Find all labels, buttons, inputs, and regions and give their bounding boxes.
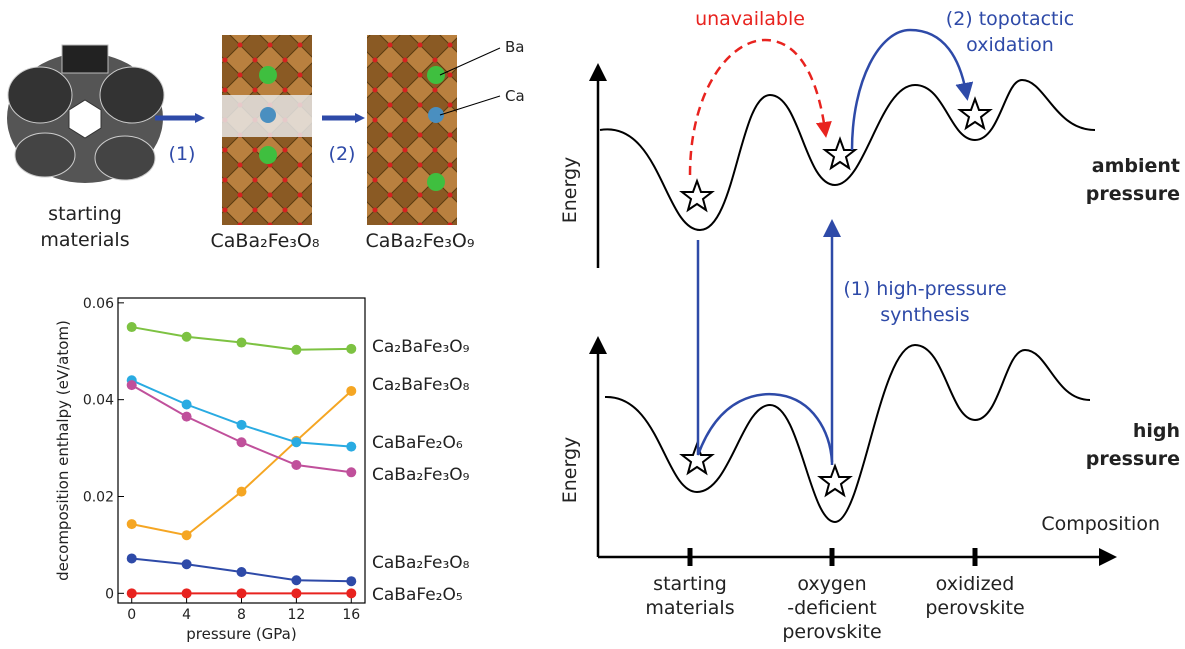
- x-axis-label: pressure (GPa): [186, 625, 296, 643]
- x-tick-label: 12: [287, 607, 305, 623]
- y-tick-label: 0.06: [83, 296, 114, 312]
- line: materials: [40, 229, 129, 251]
- data-point: [182, 412, 192, 422]
- data-point: [291, 460, 301, 470]
- formula: CaBa₂Fe₃O₈: [211, 230, 320, 252]
- series-label: CaBa₂Fe₃O₉: [372, 465, 470, 485]
- unavailable-arrow: [690, 40, 825, 175]
- line: materials: [645, 597, 734, 619]
- label: Ba: [505, 38, 524, 56]
- data-point: [237, 487, 247, 497]
- x-tick-label: 8: [237, 607, 246, 623]
- line: (2) topotactic: [946, 8, 1074, 30]
- line: -deficient: [787, 597, 876, 619]
- data-point: [237, 338, 247, 348]
- data-point: [127, 553, 137, 563]
- figure: Ba Ca (1) (2) startingmaterials CaBa₂Fe₃…: [0, 0, 1185, 649]
- data-point: [182, 332, 192, 342]
- formula: CaBa₂Fe₃O₉: [366, 230, 475, 252]
- line: (1) high-pressure: [843, 278, 1006, 300]
- x-tick-label: 16: [342, 607, 360, 623]
- data-point: [237, 420, 247, 430]
- data-point: [346, 467, 356, 477]
- data-point: [346, 588, 356, 598]
- line: oxidized: [936, 573, 1015, 595]
- series-label: CaBaFe₂O₅: [372, 585, 463, 605]
- data-point: [346, 386, 356, 396]
- x-tick-label: 0: [127, 607, 136, 623]
- line: pressure: [1086, 183, 1180, 205]
- annotation: unavailable: [695, 8, 805, 30]
- series-label: CaBa₂Fe₃O₈: [372, 553, 470, 573]
- data-point: [237, 437, 247, 447]
- annotation: (2) topotactic oxidation: [946, 8, 1074, 56]
- crystal-structure: [222, 35, 312, 225]
- axis-label: Energy: [559, 437, 581, 504]
- synthesis-path: [698, 240, 832, 462]
- line: perovskite: [782, 621, 881, 643]
- axis-label: Composition: [1041, 513, 1160, 535]
- data-point: [182, 530, 192, 540]
- series-label: CaBaFe₂O₆: [372, 433, 463, 453]
- line: synthesis: [880, 304, 969, 326]
- data-point: [346, 442, 356, 452]
- data-point: [237, 588, 247, 598]
- data-point: [291, 345, 301, 355]
- chart: 0 0.02 0.04 0.06 0 4 8 12 16 pressure (GPa) decomp…: [54, 296, 470, 643]
- oxidation-arrow: [852, 30, 966, 150]
- energy-curve: [605, 345, 1090, 522]
- line: perovskite: [925, 597, 1024, 619]
- line: high: [1133, 420, 1180, 442]
- annotation: (1) high-pressure synthesis: [843, 278, 1006, 326]
- y-tick-label: 0: [105, 586, 114, 602]
- data-point: [127, 322, 137, 332]
- y-tick-label: 0.02: [83, 489, 114, 505]
- data-point: [127, 588, 137, 598]
- data-point: [291, 575, 301, 585]
- line: pressure: [1086, 448, 1180, 470]
- data-point: [237, 567, 247, 577]
- x-tick-label: 4: [182, 607, 191, 623]
- y-axis-label: decomposition enthalpy (eV/atom): [54, 320, 72, 581]
- data-point: [291, 588, 301, 598]
- step-label: (2): [329, 143, 356, 165]
- label: starting materials: [40, 203, 129, 251]
- data-point: [182, 559, 192, 569]
- axis-label: Energy: [559, 157, 581, 224]
- line: ambient: [1092, 155, 1180, 177]
- y-tick-label: 0.04: [83, 393, 114, 409]
- series-label: Ca₂BaFe₃O₈: [372, 375, 470, 395]
- data-point: [127, 519, 137, 529]
- condition-label: ambient pressure: [1086, 155, 1180, 205]
- data-point: [346, 344, 356, 354]
- series-label: Ca₂BaFe₃O₉: [372, 337, 470, 357]
- data-point: [291, 437, 301, 447]
- data-point: [182, 400, 192, 410]
- line: starting: [48, 203, 122, 225]
- series-line: [132, 380, 352, 446]
- line: oxygen: [797, 573, 866, 595]
- condition-label: high pressure: [1086, 420, 1180, 470]
- line: starting: [653, 573, 727, 595]
- line: oxidation: [966, 34, 1054, 56]
- anvil-apparatus: [7, 45, 164, 183]
- data-point: [127, 380, 137, 390]
- series-line: [132, 391, 352, 535]
- crystal-structure: [367, 35, 457, 225]
- label: Ca: [505, 87, 525, 105]
- step-label: (1): [169, 143, 196, 165]
- data-point: [346, 576, 356, 586]
- data-point: [182, 588, 192, 598]
